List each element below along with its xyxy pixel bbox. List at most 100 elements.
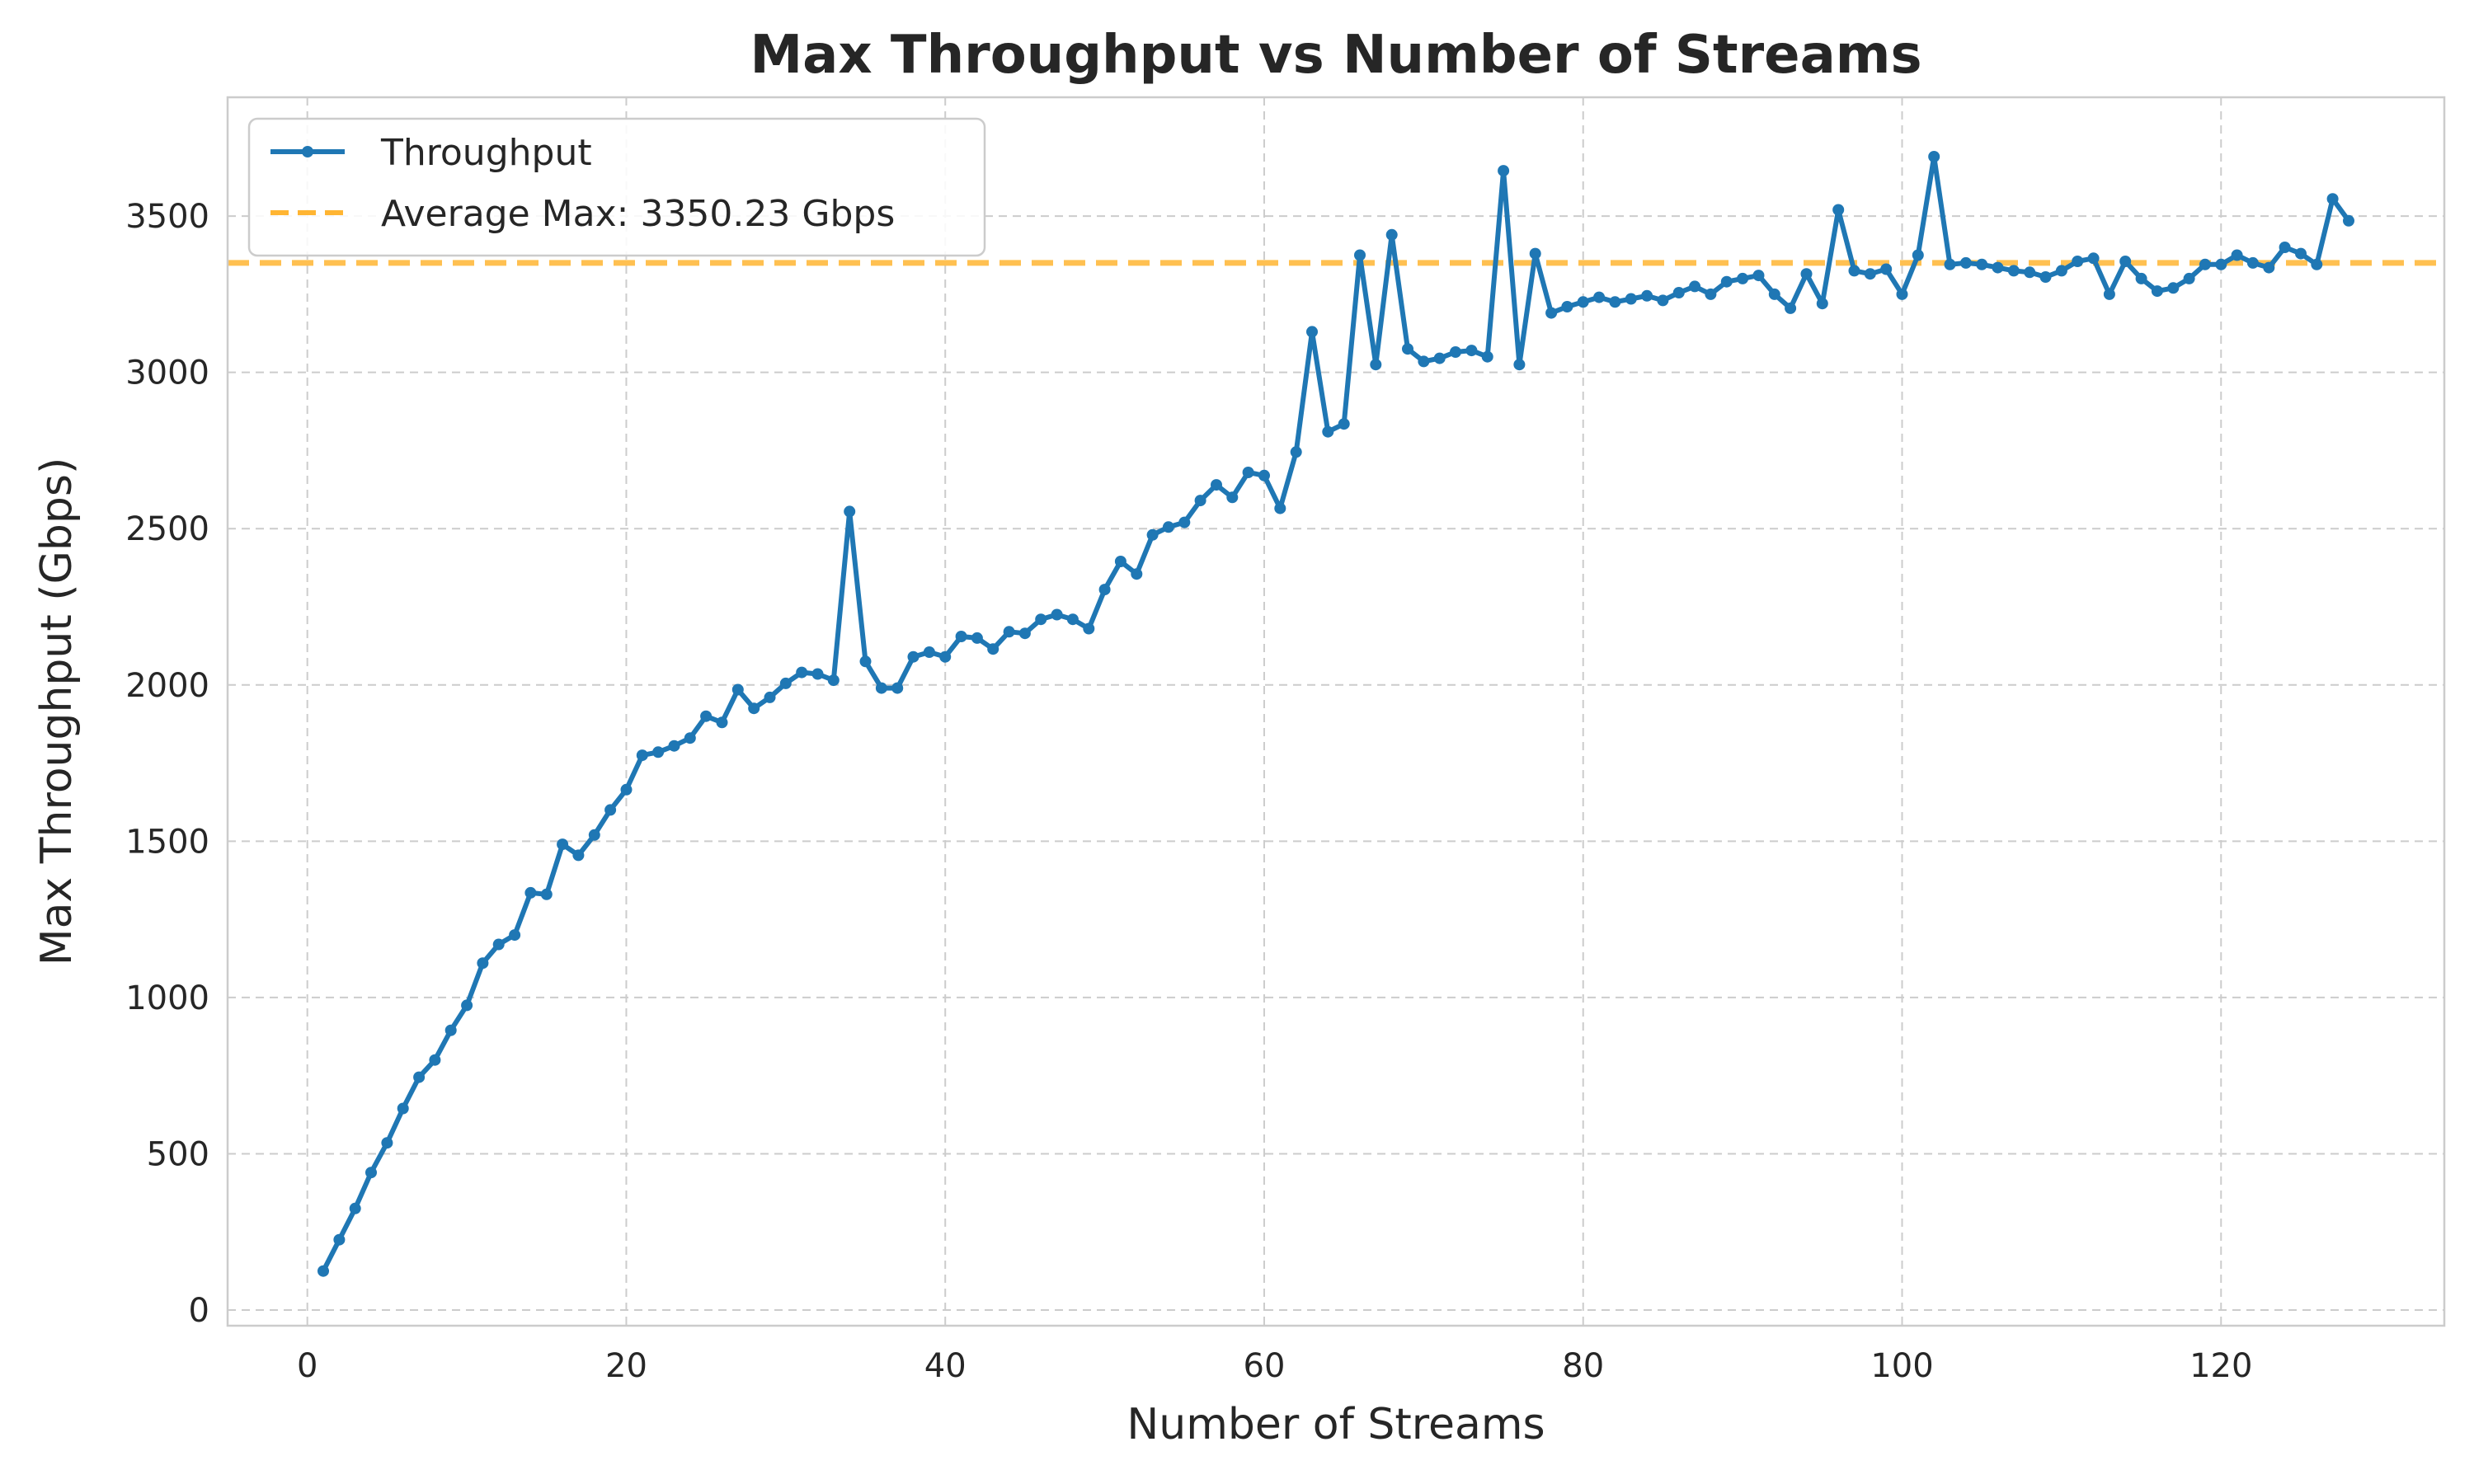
throughput-point xyxy=(1513,359,1526,371)
throughput-point xyxy=(1959,256,1972,269)
throughput-point xyxy=(1641,289,1653,302)
throughput-point xyxy=(987,643,999,655)
throughput-point xyxy=(1577,296,1589,308)
throughput-point xyxy=(955,631,967,642)
throughput-point xyxy=(492,938,505,951)
throughput-point xyxy=(1354,249,1366,261)
throughput-point xyxy=(1848,265,1860,277)
throughput-point xyxy=(1992,261,2004,274)
legend-box xyxy=(247,117,986,257)
throughput-point xyxy=(748,702,760,715)
throughput-point xyxy=(1051,608,1063,621)
throughput-point xyxy=(1737,272,1749,284)
throughput-point xyxy=(1098,584,1111,596)
y-tick-label: 0 xyxy=(189,1292,209,1330)
throughput-point xyxy=(2231,249,2243,261)
throughput-point xyxy=(1720,275,1733,288)
throughput-point xyxy=(2343,214,2354,227)
x-tick-label: 20 xyxy=(605,1347,647,1385)
throughput-point xyxy=(509,929,521,942)
throughput-point xyxy=(923,646,935,658)
throughput-point xyxy=(700,710,713,722)
legend: Throughput Average Max: 3350.23 Gbps xyxy=(247,117,986,257)
throughput-point xyxy=(1625,293,1637,305)
throughput-point xyxy=(524,886,537,899)
throughput-point xyxy=(1322,425,1334,438)
throughput-point xyxy=(1705,288,1717,300)
throughput-point xyxy=(2295,247,2307,260)
throughput-point xyxy=(1465,345,1478,357)
throughput-point xyxy=(1785,302,1797,314)
legend-average-label: Average Max: 3350.23 Gbps xyxy=(381,193,895,235)
throughput-point xyxy=(1306,326,1318,338)
throughput-point xyxy=(2151,285,2163,298)
throughput-point xyxy=(2326,193,2339,205)
throughput-point xyxy=(1114,556,1126,567)
grid-lines xyxy=(228,97,2444,1326)
legend-series-marker xyxy=(302,146,313,157)
throughput-point xyxy=(1178,516,1191,528)
throughput-point xyxy=(1976,258,1988,270)
throughput-point xyxy=(2039,271,2052,283)
throughput-point xyxy=(588,829,600,841)
throughput-point xyxy=(397,1102,409,1115)
throughput-point xyxy=(764,691,776,703)
throughput-point xyxy=(1418,355,1430,368)
y-tick-label: 3500 xyxy=(125,198,209,236)
throughput-point xyxy=(2024,266,2036,279)
throughput-point xyxy=(2183,272,2195,284)
x-tick-label: 80 xyxy=(1562,1347,1604,1385)
throughput-point xyxy=(2103,288,2115,300)
x-tick-label: 60 xyxy=(1244,1347,1286,1385)
throughput-point xyxy=(1003,626,1015,638)
throughput-point xyxy=(684,732,696,744)
throughput-point xyxy=(939,650,952,663)
x-tick-label: 120 xyxy=(2189,1347,2252,1385)
throughput-point xyxy=(1131,568,1143,580)
throughput-point xyxy=(652,746,665,758)
throughput-point xyxy=(604,804,617,816)
throughput-point xyxy=(1211,479,1222,491)
throughput-point xyxy=(1290,446,1302,458)
throughput-point xyxy=(2246,256,2259,269)
throughput-point xyxy=(349,1202,361,1214)
chart-title: Max Throughput vs Number of Streams xyxy=(750,25,1921,86)
throughput-point xyxy=(2279,242,2291,253)
throughput-point xyxy=(668,740,680,752)
throughput-point xyxy=(811,668,824,680)
throughput-point xyxy=(1258,469,1270,481)
x-axis-label: Number of Streams xyxy=(1126,1400,1545,1449)
throughput-point xyxy=(1481,350,1493,363)
throughput-point xyxy=(1450,346,1461,358)
throughput-point xyxy=(572,849,585,862)
throughput-point xyxy=(1561,301,1573,312)
throughput-point xyxy=(636,749,648,762)
throughput-point xyxy=(1083,622,1095,635)
throughput-point xyxy=(1498,165,1510,177)
x-tick-label: 100 xyxy=(1870,1347,1933,1385)
throughput-point xyxy=(779,677,792,689)
throughput-point xyxy=(1912,249,1924,261)
throughput-point xyxy=(1529,247,1541,260)
throughput-point xyxy=(444,1024,457,1036)
throughput-point xyxy=(971,632,983,644)
legend-series-label: Throughput xyxy=(380,132,592,174)
throughput-point xyxy=(1385,228,1398,241)
throughput-point xyxy=(540,888,553,900)
throughput-point xyxy=(1864,268,1876,280)
y-tick-label: 2000 xyxy=(125,667,209,705)
throughput-point xyxy=(1226,491,1239,504)
throughput-point xyxy=(2167,282,2180,294)
throughput-point xyxy=(1672,287,1685,298)
throughput-point xyxy=(1752,270,1765,282)
throughput-point xyxy=(2199,258,2211,270)
throughput-point xyxy=(1832,204,1845,216)
y-tick-label: 1500 xyxy=(125,823,209,861)
throughput-point xyxy=(1402,343,1413,355)
throughput-point xyxy=(413,1071,426,1083)
throughput-point xyxy=(557,838,569,851)
throughput-point xyxy=(2072,256,2084,267)
throughput-point xyxy=(716,716,728,729)
throughput-point xyxy=(365,1167,377,1179)
